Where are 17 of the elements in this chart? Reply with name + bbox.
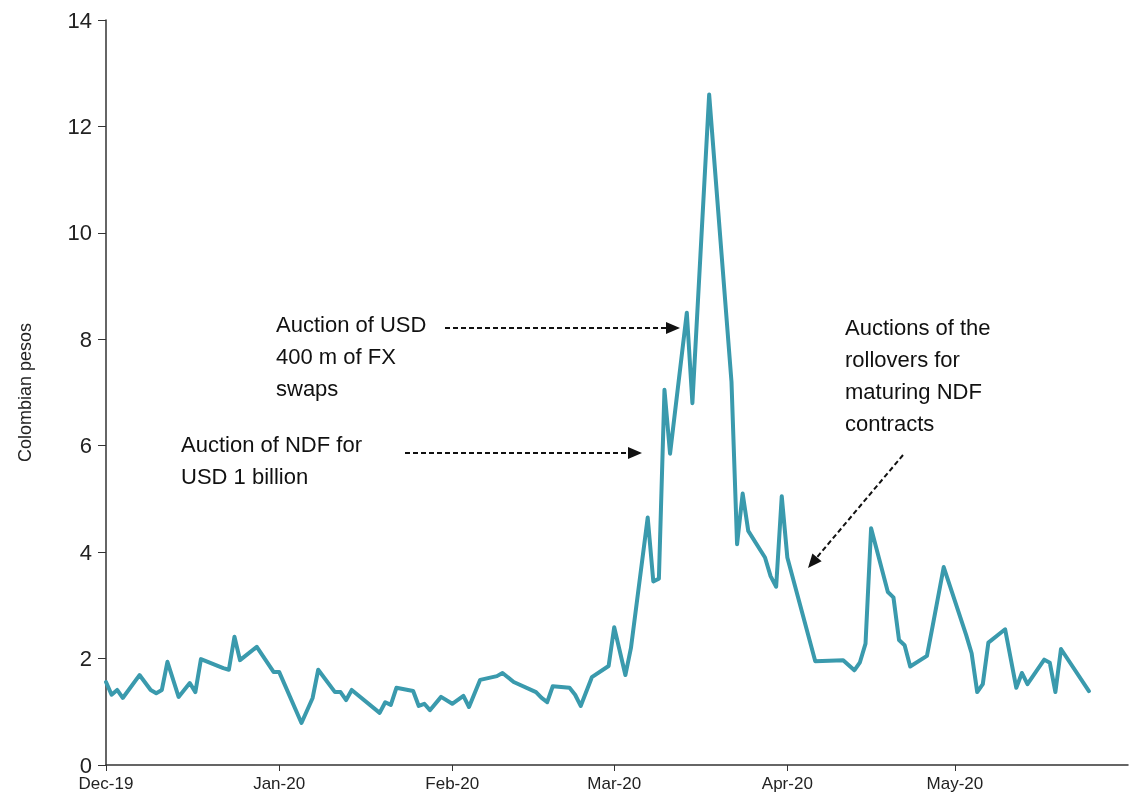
x-tick-label: Feb-20 [425,774,480,793]
x-tick-label: Apr-20 [761,774,813,793]
annotation: Auctions of the rollovers for maturing NDF contracts [845,314,991,436]
x-tick-label: Jan-20 [253,774,306,793]
y-tick-label: 6 [79,433,92,459]
y-axis-title: Colombian pesos [15,322,35,463]
y-tick-label: 8 [79,326,92,352]
y-tick-label: 10 [67,220,92,246]
y-tick-label: 4 [79,539,92,565]
annotation: Auction of USD 400 m of FX swaps [276,311,427,401]
x-tick-label: Mar-20 [587,774,642,793]
line-series [104,92,1091,725]
annotation: Auction of NDF for USD 1 billion [181,431,362,489]
y-tick-label: 2 [79,646,92,672]
x-tick-label: May-20 [926,774,984,793]
y-tick-label: 14 [67,7,92,33]
y-tick-label: 12 [67,113,92,139]
